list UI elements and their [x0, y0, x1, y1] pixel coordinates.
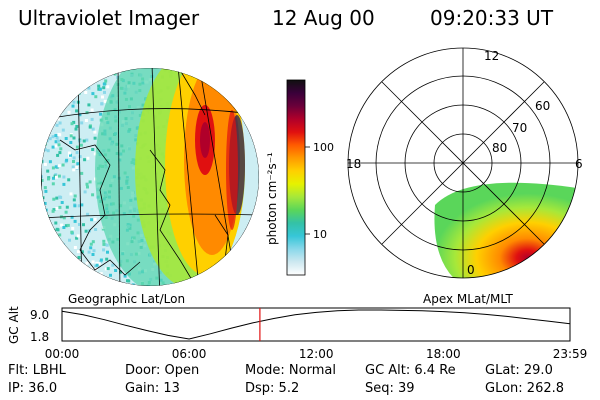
orbit-chart-xtick: 00:00 — [45, 347, 80, 361]
orbit-altitude-line — [61, 309, 571, 340]
mlt-label-0: 0 — [467, 263, 475, 277]
orbit-chart-xtick: 23:59 — [553, 347, 588, 361]
left-panel-label: Geographic Lat/Lon — [68, 292, 185, 306]
mlt-label-12: 12 — [484, 49, 499, 63]
orbit-chart-ytick-1: 1.8 — [30, 330, 49, 344]
info-field: Seq: 39 — [365, 381, 415, 396]
instrument-title: Ultraviolet Imager — [18, 6, 200, 30]
orbit-altitude-chart: GC Alt 9.0 1.8 00:00 06:00 12:00 18:00 23:59 — [7, 306, 587, 361]
colorbar-label-10: 10 — [313, 228, 327, 241]
info-field: GC Alt: 6.4 Re — [365, 363, 456, 378]
colorbar-label-100: 100 — [313, 141, 334, 154]
orbit-chart-xtick: 12:00 — [299, 347, 334, 361]
mlat-label-60: 60 — [535, 99, 550, 113]
info-field: Flt: LBHL — [8, 363, 66, 378]
polar-plot: 12 18 6 0 60 70 80 — [346, 47, 583, 279]
orbit-chart-xtick: 06:00 — [172, 347, 207, 361]
info-field: GLat: 29.0 — [485, 363, 553, 378]
info-field: Mode: Normal — [245, 363, 336, 378]
geographic-image — [41, 68, 259, 286]
mlt-label-6: 6 — [575, 157, 583, 171]
info-field: Gain: 13 — [125, 381, 180, 396]
info-field: IP: 36.0 — [8, 381, 58, 396]
orbit-chart-ylabel: GC Alt — [7, 306, 21, 344]
colorbar-scale — [286, 79, 306, 276]
orbit-chart-frame — [61, 307, 571, 342]
time-label: 09:20:33 UT — [430, 6, 554, 30]
orbit-chart-ytick-9: 9.0 — [30, 308, 49, 322]
date-label: 12 Aug 00 — [272, 6, 375, 30]
colorbar-unit-label: photon cm⁻²s⁻¹ — [265, 152, 279, 245]
info-field: GLon: 262.8 — [485, 381, 565, 396]
info-field: Door: Open — [125, 363, 200, 378]
mlt-label-18: 18 — [346, 157, 361, 171]
right-panel-label: Apex MLat/MLT — [423, 292, 513, 306]
orbit-chart-xtick: 18:00 — [426, 347, 461, 361]
info-field: Dsp: 5.2 — [245, 381, 300, 396]
colorbar: 100 10 photon cm⁻²s⁻¹ — [265, 79, 334, 276]
polar-aurora — [434, 182, 578, 278]
mlat-label-70: 70 — [512, 121, 527, 135]
mlat-label-80: 80 — [492, 141, 507, 155]
